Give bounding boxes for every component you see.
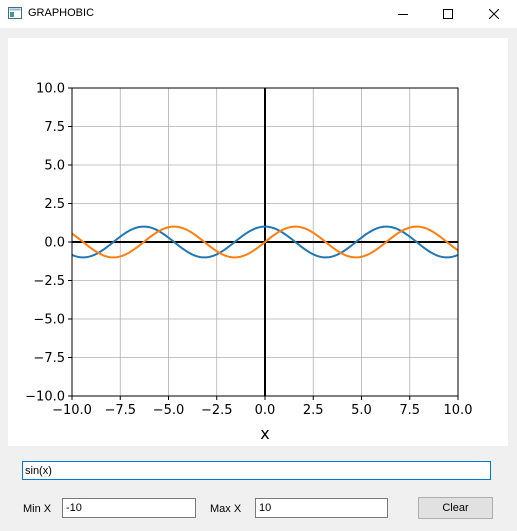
x-tick-label: −7.5 <box>104 403 136 418</box>
x-axis-label: x <box>260 424 269 443</box>
close-icon <box>489 9 499 19</box>
clear-button[interactable]: Clear <box>418 497 493 519</box>
minimize-button[interactable] <box>380 0 426 28</box>
x-tick-label: 5.0 <box>351 403 372 418</box>
maximize-button[interactable] <box>425 0 471 28</box>
y-tick-label: −2.5 <box>33 274 65 289</box>
y-tick-label: −7.5 <box>33 351 65 366</box>
y-tick-label: 2.5 <box>44 197 65 212</box>
window-title: GRAPHOBIC <box>28 7 95 19</box>
min-x-label: Min X <box>23 503 52 515</box>
function-chart: −10.0 −7.5 −5.0 −2.5 0.0 2.5 5.0 7.5 10.0 10.0 7.5… <box>25 82 473 444</box>
x-tick-label: 10.0 <box>444 403 473 418</box>
x-tick-label: 0.0 <box>255 403 276 418</box>
window-app-icon <box>8 7 22 19</box>
x-tick-label: −5.0 <box>153 403 185 418</box>
y-tick-label: 0.0 <box>44 236 65 251</box>
x-tick-label: 2.5 <box>303 403 324 418</box>
maximize-icon <box>443 9 453 19</box>
y-tick-label: −10.0 <box>25 390 65 405</box>
minimize-icon <box>398 14 408 15</box>
max-x-input[interactable] <box>255 498 388 518</box>
max-x-label: Max X <box>210 503 242 515</box>
x-tick-label: −10.0 <box>52 403 92 418</box>
title-bar: GRAPHOBIC <box>0 0 517 28</box>
y-tick-label: 10.0 <box>36 82 65 97</box>
close-button[interactable] <box>471 0 517 28</box>
y-tick-label: 5.0 <box>44 159 65 174</box>
series-line-2 <box>71 225 459 259</box>
function-input[interactable] <box>22 461 491 480</box>
x-tick-label: 7.5 <box>399 403 420 418</box>
plot-canvas: −10.0 −7.5 −5.0 −2.5 0.0 2.5 5.0 7.5 10.0 10.0 7.5… <box>8 38 508 446</box>
y-tick-label: −5.0 <box>33 313 65 328</box>
y-tick-label: 7.5 <box>44 120 65 135</box>
min-x-input[interactable] <box>62 498 196 518</box>
x-tick-label: −2.5 <box>201 403 233 418</box>
series-line-1 <box>71 225 459 259</box>
